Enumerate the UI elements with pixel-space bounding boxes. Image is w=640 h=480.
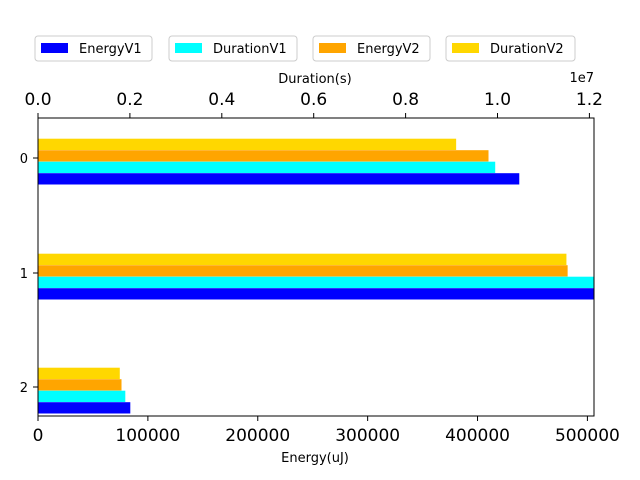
legend-item-EnergyV1: EnergyV1	[34, 35, 153, 62]
x-top-tick-label-0.6: 0.6	[300, 90, 327, 110]
plot-frame	[37, 117, 595, 417]
y-tick-label-1: 1	[20, 267, 28, 282]
axes: 0 1 2 0 100000 200000 300000 400000 500000 0.0 0.2…	[20, 90, 620, 446]
legend-label: EnergyV2	[357, 42, 420, 57]
x-bottom-tick-label-400000: 400000	[445, 426, 510, 446]
x-top-tick-label-0.2: 0.2	[116, 90, 143, 110]
bar-DurationV1-2	[38, 390, 126, 402]
bar-EnergyV1-2	[38, 402, 131, 414]
bar-DurationV2-0	[38, 138, 457, 150]
x-top-tick-label-1.0: 1.0	[484, 90, 511, 110]
legend-box	[312, 35, 431, 62]
legend-label: DurationV2	[490, 42, 564, 57]
top-axis-offset: 1e7	[569, 71, 594, 86]
x-top-tick-label-0.4: 0.4	[208, 90, 235, 110]
legend-swatch	[452, 43, 479, 53]
bar-EnergyV2-1	[38, 265, 568, 277]
legend-swatch	[319, 43, 346, 53]
bar-EnergyV1-0	[38, 173, 520, 185]
bar-DurationV2-2	[38, 367, 120, 379]
legend-swatch	[175, 43, 202, 53]
x-axis-label-top: Duration(s)	[278, 72, 351, 87]
x-bottom-tick-label-0: 0	[33, 426, 44, 446]
legend-box	[168, 35, 298, 62]
legend-box	[34, 35, 153, 62]
bar-DurationV1-1	[38, 276, 594, 288]
legend-label: EnergyV1	[79, 42, 142, 57]
x-bottom-tick-label-100000: 100000	[115, 426, 180, 446]
bars	[38, 138, 594, 414]
x-top-tick-label-1.2: 1.2	[576, 90, 603, 110]
bar-EnergyV2-0	[38, 150, 489, 162]
legend-label: DurationV1	[213, 42, 287, 57]
x-axis-label-bottom: Energy(uJ)	[281, 451, 349, 466]
x-top-tick-label-0.0: 0.0	[24, 90, 51, 110]
bar-DurationV2-1	[38, 253, 567, 265]
legend-item-EnergyV2: EnergyV2	[312, 35, 431, 62]
y-tick-label-0: 0	[20, 152, 28, 167]
legend-item-DurationV1: DurationV1	[168, 35, 298, 62]
bar-EnergyV2-2	[38, 379, 122, 391]
x-bottom-tick-label-300000: 300000	[335, 426, 400, 446]
legend-box	[445, 35, 576, 62]
legend-swatch	[41, 43, 68, 53]
x-top-tick-label-0.8: 0.8	[392, 90, 419, 110]
bar-DurationV1-0	[38, 161, 496, 173]
y-tick-label-2: 2	[20, 381, 28, 396]
x-bottom-tick-label-200000: 200000	[225, 426, 290, 446]
x-bottom-tick-label-500000: 500000	[555, 426, 620, 446]
bar-EnergyV1-1	[38, 288, 594, 300]
legend: EnergyV1 DurationV1 EnergyV2 DurationV2	[34, 35, 576, 62]
legend-item-DurationV2: DurationV2	[445, 35, 576, 62]
